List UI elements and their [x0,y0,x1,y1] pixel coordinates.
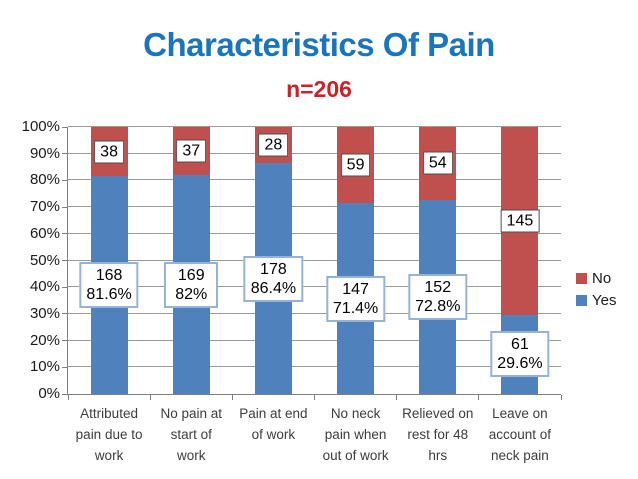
legend-label-no: No [592,269,612,287]
category-label: Attributed pain due to work [75,406,143,463]
x-axis-tick [231,395,233,400]
legend-item-yes: Yes [576,291,617,309]
bar-label-yes: 168 81.6% [79,262,139,309]
y-axis-line [67,127,68,395]
y-axis-tick [62,260,67,261]
category-label: No pain at start of work [160,406,223,463]
bar-label-yes: 147 71.4% [325,275,386,322]
y-axis-tick [62,366,67,368]
y-tick-label: 30% [29,304,60,322]
y-axis-tick [62,233,67,235]
gridline [68,339,561,341]
y-tick-label: 10% [29,358,60,376]
y-axis-tick [62,179,67,181]
bar-label-no: 59 [340,153,371,177]
plot-area: 0% 10% 20% 30% 40% 50% 60% 70% 80% 90% 100% 38 168 8… [22,118,562,463]
x-axis-tick [396,395,398,400]
chart-subtitle: n=206 [286,76,352,102]
x-axis-tick [314,395,315,400]
y-tick-label: 60% [29,224,60,242]
legend-swatch-no-icon [576,272,587,284]
y-tick-label: 90% [29,144,60,162]
gridline [68,259,561,261]
gridline [68,312,561,314]
bar-label-no: 37 [176,139,207,163]
chart-title: Characteristics Of Pain [143,26,495,63]
bar-label-no: 28 [258,133,289,157]
bar-label-no: 145 [500,209,540,233]
legend-item-no: No [576,269,616,287]
bar-label-no: 54 [422,151,453,175]
category-label: Relieved on rest for 48 hrs [402,406,474,463]
gridline [68,152,561,154]
y-tick-label: 20% [29,331,60,349]
x-axis-tick [67,395,69,400]
gridline [68,286,561,288]
x-axis-line [68,394,561,395]
y-tick-label: 80% [29,171,60,189]
y-axis-tick [62,206,67,208]
gridline [68,126,561,127]
x-axis-tick [149,395,151,400]
category-label: No neck pain when out of work [322,406,389,463]
y-tick-label: 100% [21,118,60,135]
y-axis-tick [62,313,67,315]
y-axis-tick [62,126,67,128]
bar-label-no: 38 [94,140,124,164]
bar-label-yes: 152 72.8% [408,273,468,320]
category-label: Leave on account of neck pain [488,406,552,463]
y-tick-label: 40% [29,278,60,296]
legend-swatch-yes-icon [576,294,587,306]
y-axis-tick [62,340,67,342]
gridline [68,206,561,208]
bar-label-yes: 169 82% [164,261,219,308]
bar-label-yes: 61 29.6% [490,331,550,378]
legend: No Yes [576,270,616,314]
bar-label-yes: 178 86.4% [243,255,304,302]
gridline [68,366,561,368]
y-tick-label: 70% [29,198,60,216]
y-axis-tick [62,153,67,155]
y-tick-label: 0% [38,385,60,402]
y-axis-tick [62,286,67,288]
y-axis-tick [62,393,67,395]
y-tick-label: 50% [29,251,60,269]
gridline [68,232,561,234]
x-axis-tick [560,395,562,400]
x-axis-tick [478,395,480,400]
gridline [68,179,561,181]
legend-label-yes: Yes [592,291,617,309]
category-label: Pain at end of work [239,406,308,442]
